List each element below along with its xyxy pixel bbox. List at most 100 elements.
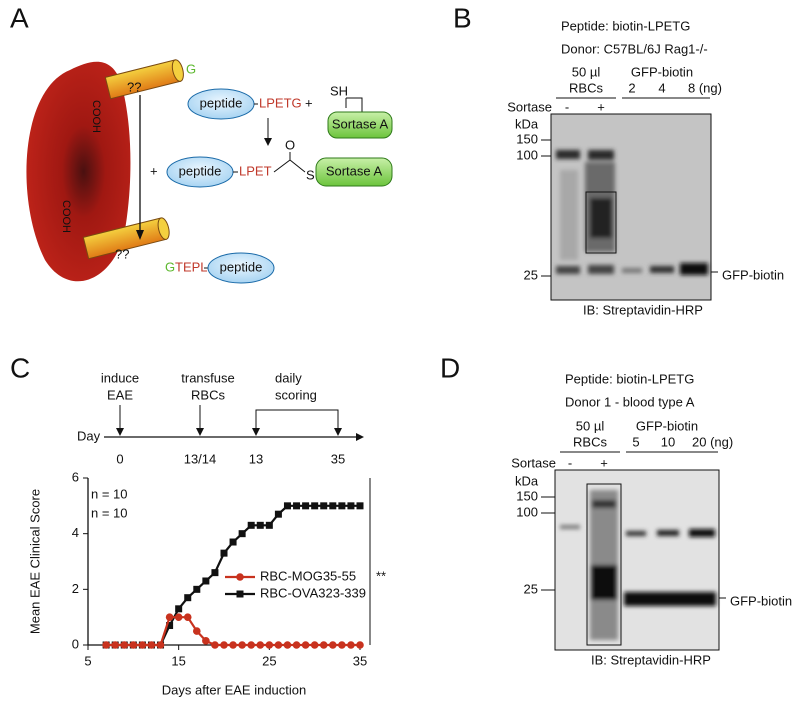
x-axis-label: Days after EAE induction bbox=[162, 682, 307, 697]
enzyme-shape bbox=[315, 157, 393, 187]
marker bbox=[347, 502, 355, 510]
y-tick-label: 6 bbox=[72, 469, 79, 484]
marker bbox=[356, 502, 364, 510]
marker-label: 25 bbox=[524, 581, 538, 596]
marker bbox=[202, 577, 210, 585]
enzyme: Sortase A bbox=[332, 116, 389, 131]
series-line bbox=[106, 616, 360, 647]
event-label: induce bbox=[101, 370, 139, 385]
event-label: daily bbox=[275, 370, 302, 385]
lane-header: GFP-biotin bbox=[631, 64, 693, 79]
marker bbox=[329, 641, 337, 649]
marker bbox=[302, 502, 310, 510]
blot bbox=[554, 469, 720, 651]
plus: + bbox=[150, 163, 158, 178]
row-label: Sortase bbox=[507, 99, 552, 114]
arrowhead bbox=[252, 428, 342, 436]
marker bbox=[174, 613, 183, 621]
lane-label: + bbox=[600, 455, 608, 470]
marker bbox=[156, 641, 165, 649]
lane-header: GFP-biotin bbox=[636, 418, 698, 433]
lane-header: 20 (ng) bbox=[692, 434, 733, 449]
lane-header: 5 bbox=[632, 434, 639, 449]
marker bbox=[238, 530, 246, 538]
marker bbox=[247, 521, 255, 529]
unit: kDa bbox=[515, 116, 539, 131]
marker bbox=[293, 502, 301, 510]
arrowhead bbox=[116, 428, 124, 436]
marker-label: 100 bbox=[516, 147, 538, 162]
header: Peptide: biotin-LPETG bbox=[561, 18, 690, 33]
event-day: 35 bbox=[331, 451, 345, 466]
marker bbox=[356, 641, 364, 649]
arrowhead bbox=[356, 433, 364, 441]
unknown: ?? bbox=[115, 246, 129, 261]
marker bbox=[265, 641, 274, 649]
lane-header: 2 bbox=[628, 80, 635, 95]
blot-panel: Peptide: biotin-LPETG Donor: C57BL/6J Ra… bbox=[507, 18, 784, 317]
bond bbox=[345, 97, 363, 112]
cylinder bbox=[82, 217, 170, 260]
marker bbox=[265, 521, 273, 529]
panel-label: C bbox=[10, 352, 30, 383]
bond bbox=[273, 152, 306, 173]
plus: + bbox=[305, 95, 313, 110]
marker bbox=[165, 613, 174, 621]
y-tick-label: 4 bbox=[72, 525, 79, 540]
cylinder bbox=[104, 59, 184, 100]
unknown: ?? bbox=[127, 79, 141, 94]
marker bbox=[283, 502, 291, 510]
marker bbox=[292, 641, 301, 649]
glycine: G bbox=[186, 61, 196, 76]
event-label: RBCs bbox=[191, 387, 225, 402]
lane-header: 4 bbox=[658, 80, 665, 95]
marker bbox=[202, 637, 210, 645]
marker bbox=[175, 605, 183, 613]
thiol: SH bbox=[330, 83, 348, 98]
y-tick-label: 0 bbox=[72, 636, 79, 651]
motif: LPETG bbox=[259, 95, 302, 110]
diagram: G COOH COOH ?? ?? peptide LPETG + SH Sor… bbox=[26, 59, 393, 284]
marker bbox=[274, 510, 282, 518]
motif: LPET bbox=[239, 163, 272, 178]
motif: TEPL bbox=[175, 259, 208, 274]
annotation: n = 10 bbox=[91, 505, 128, 520]
unit: kDa bbox=[515, 473, 539, 488]
marker bbox=[283, 641, 292, 649]
caption: IB: Streptavidin-HRP bbox=[591, 652, 711, 667]
marker bbox=[193, 585, 201, 593]
x-tick-label: 15 bbox=[171, 653, 185, 668]
marker-label: 25 bbox=[524, 267, 538, 282]
panel-label: B bbox=[453, 2, 472, 33]
red-blood-cell bbox=[26, 61, 131, 282]
peptide-shape bbox=[207, 252, 275, 284]
event-day: 0 bbox=[116, 451, 123, 466]
lane-label: - bbox=[568, 455, 572, 470]
event-day: 13 bbox=[249, 451, 263, 466]
caption: IB: Streptavidin-HRP bbox=[583, 302, 703, 317]
marker bbox=[320, 502, 328, 510]
bands bbox=[560, 490, 716, 640]
marker bbox=[138, 641, 147, 649]
event-day: 13/14 bbox=[184, 451, 217, 466]
marker bbox=[338, 502, 346, 510]
enzyme-shape bbox=[327, 111, 393, 139]
lane-label: + bbox=[597, 99, 605, 114]
header: Peptide: biotin-LPETG bbox=[565, 371, 694, 386]
panel-label: D bbox=[440, 352, 460, 383]
lane-header: RBCs bbox=[569, 80, 603, 95]
marker bbox=[256, 641, 265, 649]
y-axis-label: Mean EAE Clinical Score bbox=[27, 489, 42, 634]
marker bbox=[102, 641, 110, 649]
header: Donor 1 - blood type A bbox=[565, 394, 695, 409]
arrowhead bbox=[136, 230, 144, 240]
legend-marker bbox=[236, 573, 244, 581]
marker bbox=[238, 641, 246, 649]
panel-label: A bbox=[10, 2, 29, 33]
marker bbox=[256, 521, 264, 529]
x-tick-label: 5 bbox=[84, 653, 91, 668]
marker bbox=[229, 538, 237, 546]
marker bbox=[211, 569, 219, 577]
marker bbox=[220, 641, 228, 649]
